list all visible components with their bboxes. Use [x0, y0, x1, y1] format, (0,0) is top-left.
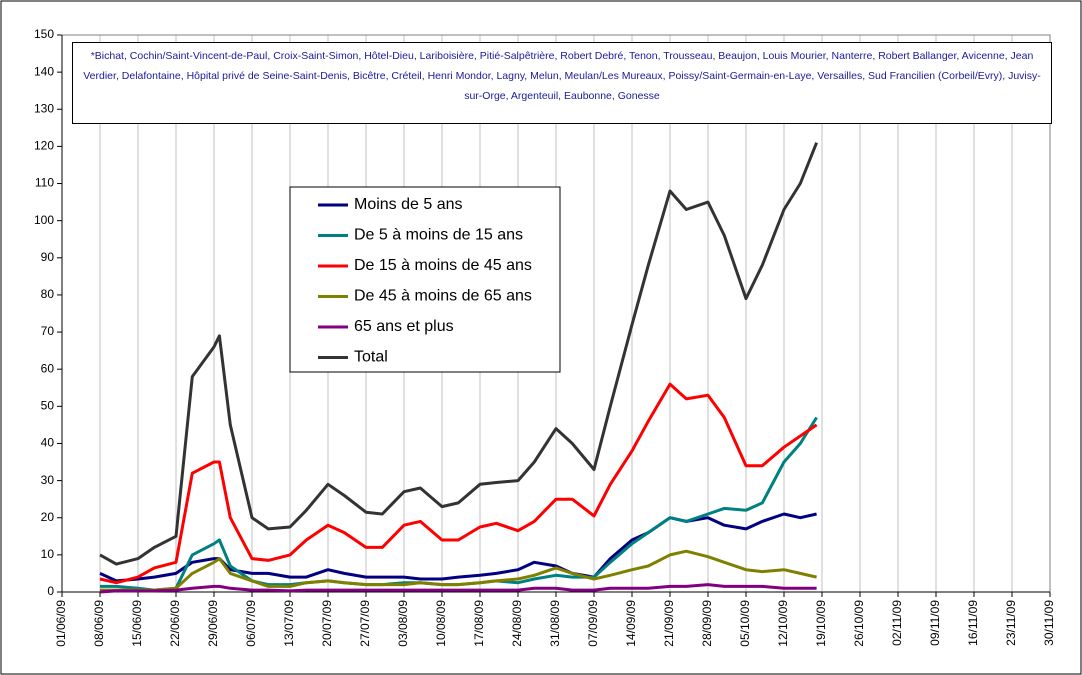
legend-box	[289, 186, 561, 373]
y-tick-label: 50	[41, 399, 55, 413]
note: *Bichat, Cochin/Saint-Vincent-de-Paul, C…	[72, 42, 1052, 124]
x-tick-label: 20/07/09	[320, 600, 334, 647]
x-tick-label: 08/06/09	[92, 600, 106, 647]
x-tick-label: 17/08/09	[472, 600, 486, 647]
x-tick-label: 29/06/09	[206, 600, 220, 647]
y-tick-label: 120	[34, 139, 54, 153]
x-tick-label: 26/10/09	[852, 600, 866, 647]
x-tick-label: 24/08/09	[510, 600, 524, 647]
legend-label: Moins de 5 ans	[354, 196, 463, 213]
y-tick-label: 150	[34, 27, 54, 41]
legend-label: De 45 à moins de 65 ans	[354, 288, 532, 305]
x-tick-label: 03/08/09	[396, 600, 410, 647]
y-tick-label: 40	[41, 436, 55, 450]
x-tick-label: 06/07/09	[244, 600, 258, 647]
x-tick-label: 13/07/09	[282, 600, 296, 647]
y-tick-label: 20	[41, 510, 55, 524]
y-tick-label: 130	[34, 101, 54, 115]
y-tick-label: 100	[34, 213, 54, 227]
series-line	[99, 142, 818, 566]
x-tick-label: 10/08/09	[434, 600, 448, 647]
x-tick-label: 19/10/09	[814, 600, 828, 647]
x-tick-label: 05/10/09	[738, 600, 752, 647]
legend-label: 65 ans et plus	[354, 318, 454, 335]
legend-label: De 5 à moins de 15 ans	[354, 227, 523, 244]
x-tick-label: 02/11/09	[890, 600, 904, 646]
x-tick-label: 12/10/09	[776, 600, 790, 647]
x-tick-label: 27/07/09	[358, 600, 372, 647]
x-tick-label: 21/09/09	[662, 600, 676, 647]
x-tick-label: 07/09/09	[586, 600, 600, 647]
y-tick-label: 0	[47, 584, 54, 598]
legend-label: De 15 à moins de 45 ans	[354, 257, 532, 274]
x-tick-label: 30/11/09	[1042, 600, 1056, 646]
y-tick-label: 80	[41, 287, 55, 301]
series-line	[99, 583, 817, 594]
legend-label: Total	[354, 349, 388, 366]
series-line	[100, 549, 817, 592]
x-tick-label: 15/06/09	[130, 600, 144, 647]
x-tick-label: 22/06/09	[168, 600, 182, 647]
y-tick-label: 90	[41, 250, 55, 264]
y-tick-label: 30	[41, 473, 55, 487]
x-tick-label: 16/11/09	[966, 600, 980, 646]
x-tick-label: 09/11/09	[928, 600, 942, 646]
y-tick-label: 10	[41, 547, 55, 561]
x-tick-label: 01/06/09	[54, 600, 68, 647]
y-tick-label: 60	[41, 361, 55, 375]
y-tick-label: 70	[41, 324, 55, 338]
y-tick-label: 140	[34, 64, 54, 78]
x-tick-label: 23/11/09	[1004, 600, 1018, 646]
x-tick-label: 14/09/09	[624, 600, 638, 647]
x-tick-label: 28/09/09	[700, 600, 714, 647]
series-line	[99, 512, 817, 583]
y-tick-label: 110	[35, 176, 54, 190]
series-line	[99, 382, 818, 585]
x-tick-label: 31/08/09	[548, 600, 562, 647]
